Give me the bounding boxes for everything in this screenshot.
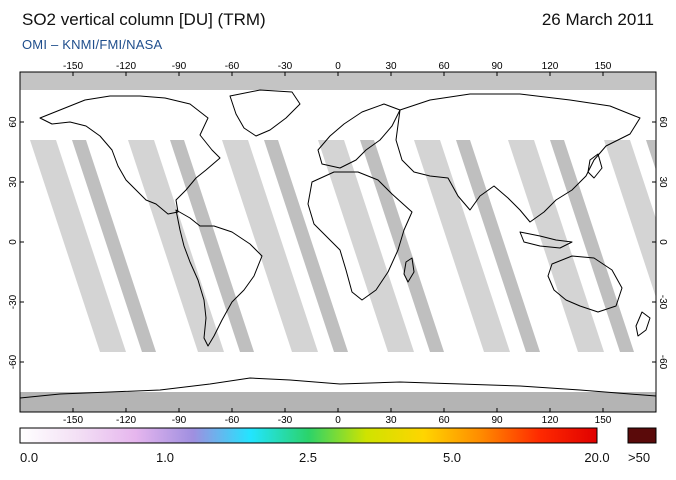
lat-label-right: -30 bbox=[657, 295, 668, 310]
lon-label-top: 0 bbox=[335, 61, 341, 72]
colorbar-label-4: 20.0 bbox=[584, 450, 610, 465]
lon-label-bottom: 120 bbox=[542, 415, 559, 426]
lon-ticks-bottom: -150 -120 -90 -60 -30 0 30 60 90 120 150 bbox=[63, 408, 612, 426]
lon-label-bottom: 60 bbox=[438, 415, 450, 426]
swath-light bbox=[508, 140, 604, 352]
lon-label-top: -90 bbox=[172, 61, 187, 72]
lon-label-bottom: -150 bbox=[63, 415, 83, 426]
swath-light bbox=[30, 140, 126, 352]
coast-africa bbox=[307, 171, 413, 301]
lat-label-left: -60 bbox=[8, 354, 19, 369]
lat-label-right: 0 bbox=[657, 239, 668, 245]
swath-dark bbox=[456, 140, 540, 352]
lon-label-bottom: 30 bbox=[385, 415, 397, 426]
lon-label-top: -150 bbox=[63, 61, 83, 72]
lon-label-top: -120 bbox=[116, 61, 136, 72]
coast-japan bbox=[587, 153, 603, 179]
lon-label-bottom: -90 bbox=[172, 415, 187, 426]
swath-dark bbox=[646, 140, 656, 171]
swath-light bbox=[414, 140, 510, 352]
lat-label-right: 60 bbox=[657, 116, 668, 128]
swath-light bbox=[318, 140, 414, 352]
coast-south-america bbox=[175, 209, 263, 347]
swath-light bbox=[604, 140, 656, 298]
lon-label-bottom: -120 bbox=[116, 415, 136, 426]
colorbar-label-0: 0.0 bbox=[20, 450, 39, 465]
map-title: SO2 vertical column [DU] (TRM) bbox=[22, 10, 266, 29]
lon-label-bottom: -30 bbox=[278, 415, 293, 426]
coast-madagascar bbox=[403, 257, 415, 283]
lon-label-top: -60 bbox=[225, 61, 240, 72]
swath-light bbox=[222, 140, 318, 352]
colorbar-label-1: 1.0 bbox=[155, 450, 175, 465]
north-polar-gap bbox=[20, 72, 656, 90]
lat-label-left: 60 bbox=[8, 116, 19, 128]
coast-asia bbox=[395, 93, 641, 223]
coast-greenland bbox=[229, 89, 301, 137]
lon-label-top: 30 bbox=[385, 61, 397, 72]
coast-australia bbox=[547, 255, 623, 313]
coast-new-zealand bbox=[635, 311, 651, 337]
swath-light bbox=[128, 140, 224, 352]
coast-north-america bbox=[39, 95, 221, 215]
lat-label-left: -30 bbox=[8, 294, 19, 309]
lon-label-top: 150 bbox=[595, 61, 612, 72]
lat-label-left: 30 bbox=[8, 176, 19, 188]
colorbar-label-2: 2.5 bbox=[298, 450, 318, 465]
lat-ticks-right: 60 30 0 -30 -60 bbox=[652, 116, 668, 370]
south-polar-gap bbox=[20, 392, 656, 412]
lon-label-bottom: 90 bbox=[491, 415, 503, 426]
swath-dark bbox=[72, 140, 156, 352]
lon-ticks-top: -150 -120 -90 -60 -30 0 30 60 90 120 150 bbox=[63, 61, 612, 76]
swath-dark bbox=[264, 140, 348, 352]
colorbar-over-swatch bbox=[627, 427, 657, 444]
lon-label-top: 120 bbox=[542, 61, 559, 72]
data-credit: OMI – KNMI/FMI/NASA bbox=[22, 37, 163, 52]
map-date: 26 March 2011 bbox=[541, 10, 654, 29]
orbit-swaths bbox=[30, 140, 656, 352]
lon-label-top: 90 bbox=[491, 61, 503, 72]
colorbar-label-3: 5.0 bbox=[442, 450, 462, 465]
colorbar bbox=[19, 427, 598, 444]
coast-indonesia bbox=[519, 231, 573, 249]
swath-dark bbox=[550, 140, 634, 352]
lat-label-right: -60 bbox=[657, 355, 668, 370]
swath-dark bbox=[170, 140, 254, 352]
swath-dark bbox=[360, 140, 444, 352]
coast-antarctica bbox=[20, 377, 656, 399]
coastlines bbox=[20, 89, 656, 399]
colorbar-over-label: >50 bbox=[628, 450, 651, 465]
lon-label-bottom: 0 bbox=[335, 415, 341, 426]
lon-label-top: 60 bbox=[438, 61, 450, 72]
lon-label-bottom: -60 bbox=[225, 415, 240, 426]
lat-label-left: 0 bbox=[8, 239, 19, 245]
lat-label-right: 30 bbox=[657, 176, 668, 188]
lon-label-top: -30 bbox=[278, 61, 293, 72]
lat-ticks-left: 60 30 0 -30 -60 bbox=[8, 116, 24, 369]
lon-label-bottom: 150 bbox=[595, 415, 612, 426]
